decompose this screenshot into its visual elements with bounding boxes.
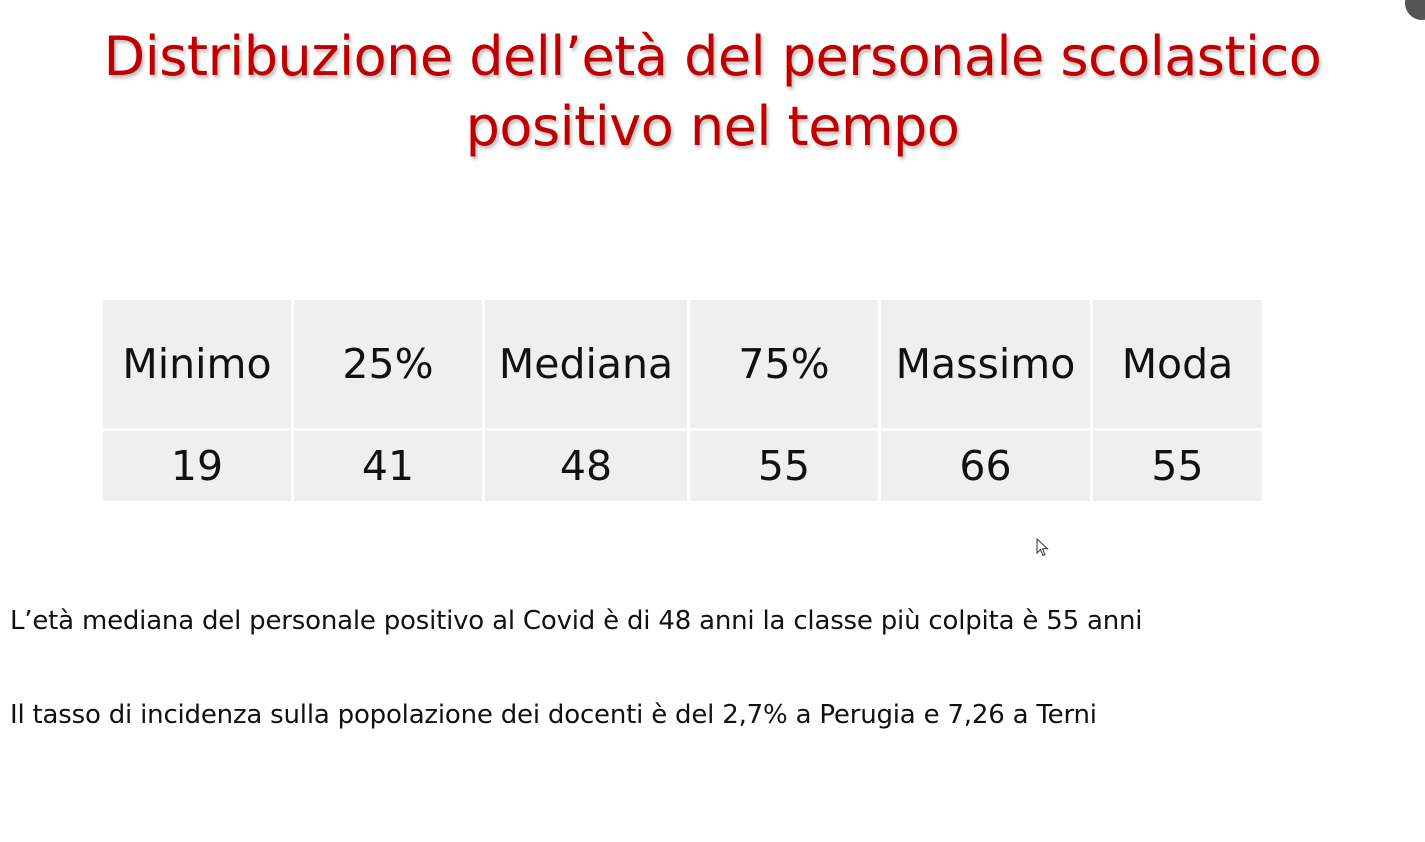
value-moda: 55 [1090, 428, 1265, 504]
value-25-percent: 41 [291, 428, 485, 504]
header-moda: Moda [1090, 297, 1265, 431]
table-header-row: Minimo 25% Mediana 75% Massimo Moda [100, 297, 1265, 431]
slide-title-line-2: positivo nel tempo [465, 95, 960, 158]
mouse-pointer-icon [1036, 538, 1049, 557]
header-minimo: Minimo [100, 297, 294, 431]
age-statistics-table: Minimo 25% Mediana 75% Massimo Moda 19 4… [100, 297, 1265, 504]
value-mediana: 48 [482, 428, 690, 504]
header-25-percent: 25% [291, 297, 485, 431]
value-minimo: 19 [100, 428, 294, 504]
header-mediana: Mediana [482, 297, 690, 431]
value-massimo: 66 [878, 428, 1093, 504]
value-75-percent: 55 [687, 428, 881, 504]
note-median-age: L’età mediana del personale positivo al … [10, 606, 1143, 636]
header-75-percent: 75% [687, 297, 881, 431]
slide-title-line-1: Distribuzione dell’età del personale sco… [103, 25, 1322, 88]
table-values-row: 19 41 48 55 66 55 [100, 428, 1265, 504]
window-corner-decoration [1405, 0, 1425, 20]
note-incidence-rate: Il tasso di incidenza sulla popolazione … [10, 700, 1097, 730]
slide-title: Distribuzione dell’età del personale sco… [0, 22, 1425, 162]
header-massimo: Massimo [878, 297, 1093, 431]
